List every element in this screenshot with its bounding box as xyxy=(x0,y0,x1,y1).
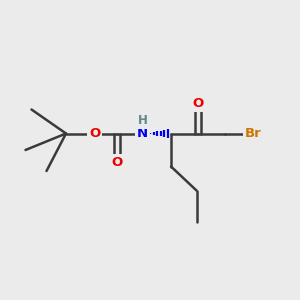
Text: Br: Br xyxy=(245,127,262,140)
Text: O: O xyxy=(192,97,204,110)
Text: H: H xyxy=(138,114,147,128)
Text: N: N xyxy=(137,127,148,140)
Text: O: O xyxy=(89,127,100,140)
Text: O: O xyxy=(111,155,123,169)
